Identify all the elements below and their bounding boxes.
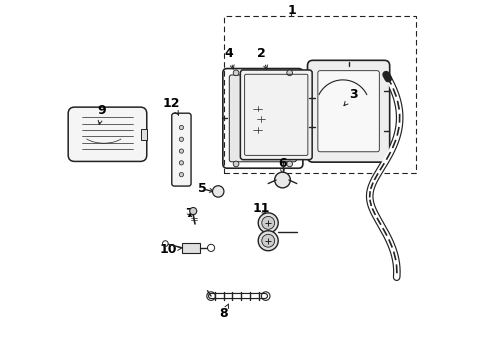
Text: 2: 2	[257, 47, 268, 69]
Text: 12: 12	[163, 97, 180, 115]
Circle shape	[233, 161, 239, 167]
FancyBboxPatch shape	[318, 71, 379, 152]
Text: 9: 9	[98, 104, 106, 125]
Bar	[182, 243, 200, 253]
Circle shape	[213, 186, 224, 197]
Circle shape	[179, 125, 184, 130]
FancyBboxPatch shape	[308, 60, 390, 162]
Text: 4: 4	[224, 47, 234, 69]
Circle shape	[179, 137, 184, 141]
Text: 10: 10	[159, 243, 182, 256]
Circle shape	[275, 172, 291, 188]
Circle shape	[179, 149, 184, 153]
Bar	[141, 129, 147, 140]
FancyBboxPatch shape	[229, 75, 296, 162]
FancyBboxPatch shape	[172, 113, 191, 186]
FancyBboxPatch shape	[241, 70, 312, 159]
Text: 7: 7	[185, 207, 194, 220]
Text: 6: 6	[278, 157, 287, 174]
Circle shape	[262, 234, 275, 247]
Text: 5: 5	[198, 183, 214, 195]
FancyBboxPatch shape	[68, 107, 147, 161]
Circle shape	[258, 231, 278, 251]
Circle shape	[190, 207, 197, 215]
Text: 8: 8	[219, 304, 228, 320]
Circle shape	[287, 161, 293, 167]
Circle shape	[179, 172, 184, 177]
Circle shape	[233, 70, 239, 76]
Circle shape	[258, 213, 278, 233]
Bar	[223, 16, 416, 173]
Circle shape	[179, 161, 184, 165]
Circle shape	[262, 216, 275, 229]
Circle shape	[287, 70, 293, 76]
Text: 1: 1	[287, 4, 296, 17]
Text: 11: 11	[252, 202, 270, 215]
Text: 3: 3	[344, 88, 358, 105]
